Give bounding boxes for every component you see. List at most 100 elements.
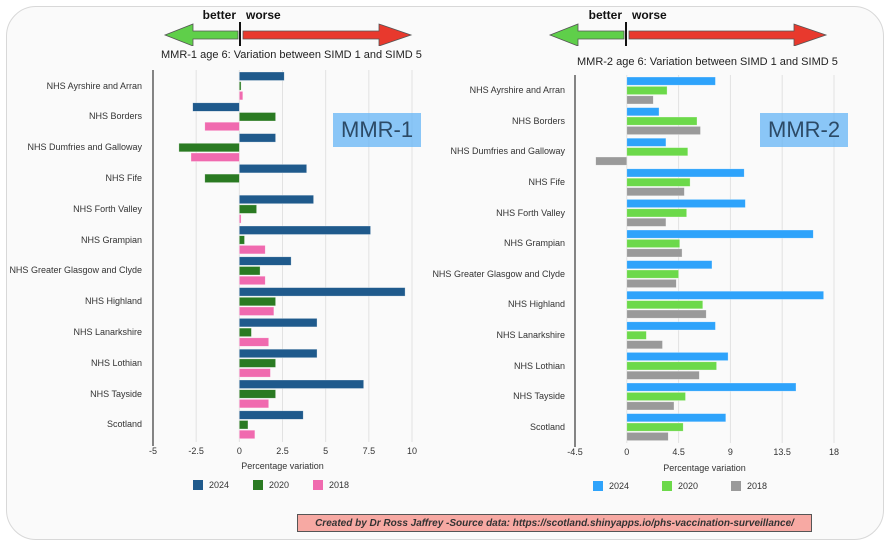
bar-2024-3: [239, 164, 307, 174]
category-label: NHS Lanarkshire: [496, 329, 565, 340]
bar-2020-10: [239, 389, 276, 399]
series-badge: MMR-2: [760, 113, 849, 147]
category-label: NHS Fife: [528, 176, 565, 187]
figure-frame: [6, 6, 884, 540]
bar-2020-11: [239, 420, 249, 430]
bar-2024-8: [239, 318, 318, 328]
arrow-graphic: [548, 22, 828, 47]
x-tick-label: 10: [406, 446, 418, 456]
category-label: NHS Borders: [511, 115, 565, 126]
category-label: NHS Grampian: [80, 234, 142, 245]
bar-2024-3: [626, 168, 745, 178]
x-tick-label: -2.5: [188, 446, 204, 456]
category-label: NHS Forth Valley: [496, 207, 565, 218]
worse-arrow-icon: [628, 23, 828, 47]
better-worse-arrow-mmr1: better worse: [163, 6, 413, 47]
category-label: NHS Lothian: [513, 360, 565, 371]
x-tick-label: -4.5: [567, 447, 583, 457]
category-label: NHS Greater Glasgow and Clyde: [9, 265, 142, 276]
category-label: NHS Borders: [88, 111, 142, 122]
x-axis-title: Percentage variation: [663, 463, 746, 473]
category-label: Scotland: [529, 421, 565, 432]
x-tick-label: 9: [727, 447, 733, 457]
bar-2020-11: [626, 422, 684, 432]
bar-2020-2: [178, 143, 240, 153]
x-tick-label: 18: [828, 447, 840, 457]
bar-2018-8: [626, 340, 663, 350]
bar-2020-4: [239, 204, 257, 214]
category-label: NHS Dumfries and Galloway: [27, 142, 142, 153]
category-label: NHS Ayrshire and Arran: [469, 85, 565, 96]
legend-label: 2018: [747, 481, 768, 491]
x-tick-label: 13.5: [773, 447, 791, 457]
bar-2018-6: [626, 279, 677, 288]
bar-2020-9: [626, 361, 717, 371]
credit-text: Created by Dr Ross Jaffrey -Source data:…: [315, 517, 794, 529]
bar-2018-10: [239, 399, 269, 409]
bar-2018-10: [626, 401, 675, 411]
category-label: NHS Dumfries and Galloway: [450, 146, 565, 157]
legend-swatch: [662, 481, 672, 491]
chart-title-mmr2: MMR-2 age 6: Variation between SIMD 1 an…: [577, 56, 838, 68]
bar-2020-9: [239, 358, 276, 368]
bar-2024-11: [239, 410, 304, 420]
bar-2018-2: [595, 156, 628, 166]
bar-2024-7: [239, 287, 406, 297]
legend-label: 2024: [609, 481, 630, 491]
bar-2020-2: [626, 147, 689, 157]
bar-2018-0: [626, 95, 654, 105]
bar-2018-2: [190, 152, 240, 162]
bar-2018-4: [626, 217, 667, 227]
bar-2018-1: [626, 126, 701, 135]
bar-2018-5: [626, 248, 683, 258]
x-tick-label: 2.5: [276, 446, 289, 456]
bar-2018-1: [204, 121, 240, 131]
bar-2018-4: [239, 214, 242, 224]
bar-2018-11: [239, 429, 256, 440]
category-label: NHS Tayside: [513, 391, 565, 402]
bar-2024-4: [239, 194, 314, 204]
bar-2024-1: [626, 107, 660, 117]
legend-label: 2020: [269, 480, 290, 490]
credit-banner: Created by Dr Ross Jaffrey -Source data:…: [297, 514, 812, 532]
category-label: NHS Fife: [105, 172, 142, 183]
x-tick-label: 0: [236, 446, 242, 456]
bar-2018-7: [626, 309, 707, 319]
x-tick-label: 7.5: [362, 446, 376, 456]
legend-label: 2018: [329, 480, 350, 490]
bar-2020-1: [626, 116, 698, 126]
bar-2018-9: [626, 370, 700, 380]
worse-label: worse: [632, 8, 667, 22]
category-label: NHS Lanarkshire: [73, 326, 142, 337]
category-label: NHS Forth Valley: [73, 203, 142, 214]
bar-2018-5: [239, 245, 266, 255]
bar-2020-8: [239, 327, 252, 337]
legend-swatch: [593, 481, 603, 491]
bar-2024-10: [239, 379, 364, 389]
legend-swatch: [253, 480, 263, 490]
category-label: Scotland: [106, 419, 142, 430]
arrow-graphic: [163, 22, 413, 47]
bar-2020-10: [626, 392, 686, 401]
bar-2024-4: [626, 199, 746, 208]
legend-item-2018: 2018: [731, 481, 767, 491]
bar-2024-5: [239, 225, 371, 235]
category-label: NHS Ayrshire and Arran: [46, 80, 142, 91]
bar-2020-6: [239, 266, 261, 276]
bar-2018-0: [239, 91, 244, 101]
bar-2024-2: [626, 137, 667, 147]
bar-2024-0: [626, 76, 716, 86]
bar-2020-7: [239, 296, 276, 307]
x-tick-label: 4.5: [672, 447, 685, 457]
better-worse-arrow-mmr2: better worse: [548, 6, 828, 47]
bar-2020-3: [204, 173, 240, 183]
bar-2024-1: [192, 102, 240, 112]
bar-2020-8: [626, 330, 647, 340]
bar-2024-9: [626, 352, 729, 361]
legend-swatch: [731, 481, 741, 491]
category-label: NHS Tayside: [90, 388, 142, 399]
x-tick-label: 5: [323, 446, 329, 456]
chart-title-mmr1: MMR-1 age 6: Variation between SIMD 1 an…: [161, 49, 422, 61]
bar-2024-6: [239, 256, 292, 266]
